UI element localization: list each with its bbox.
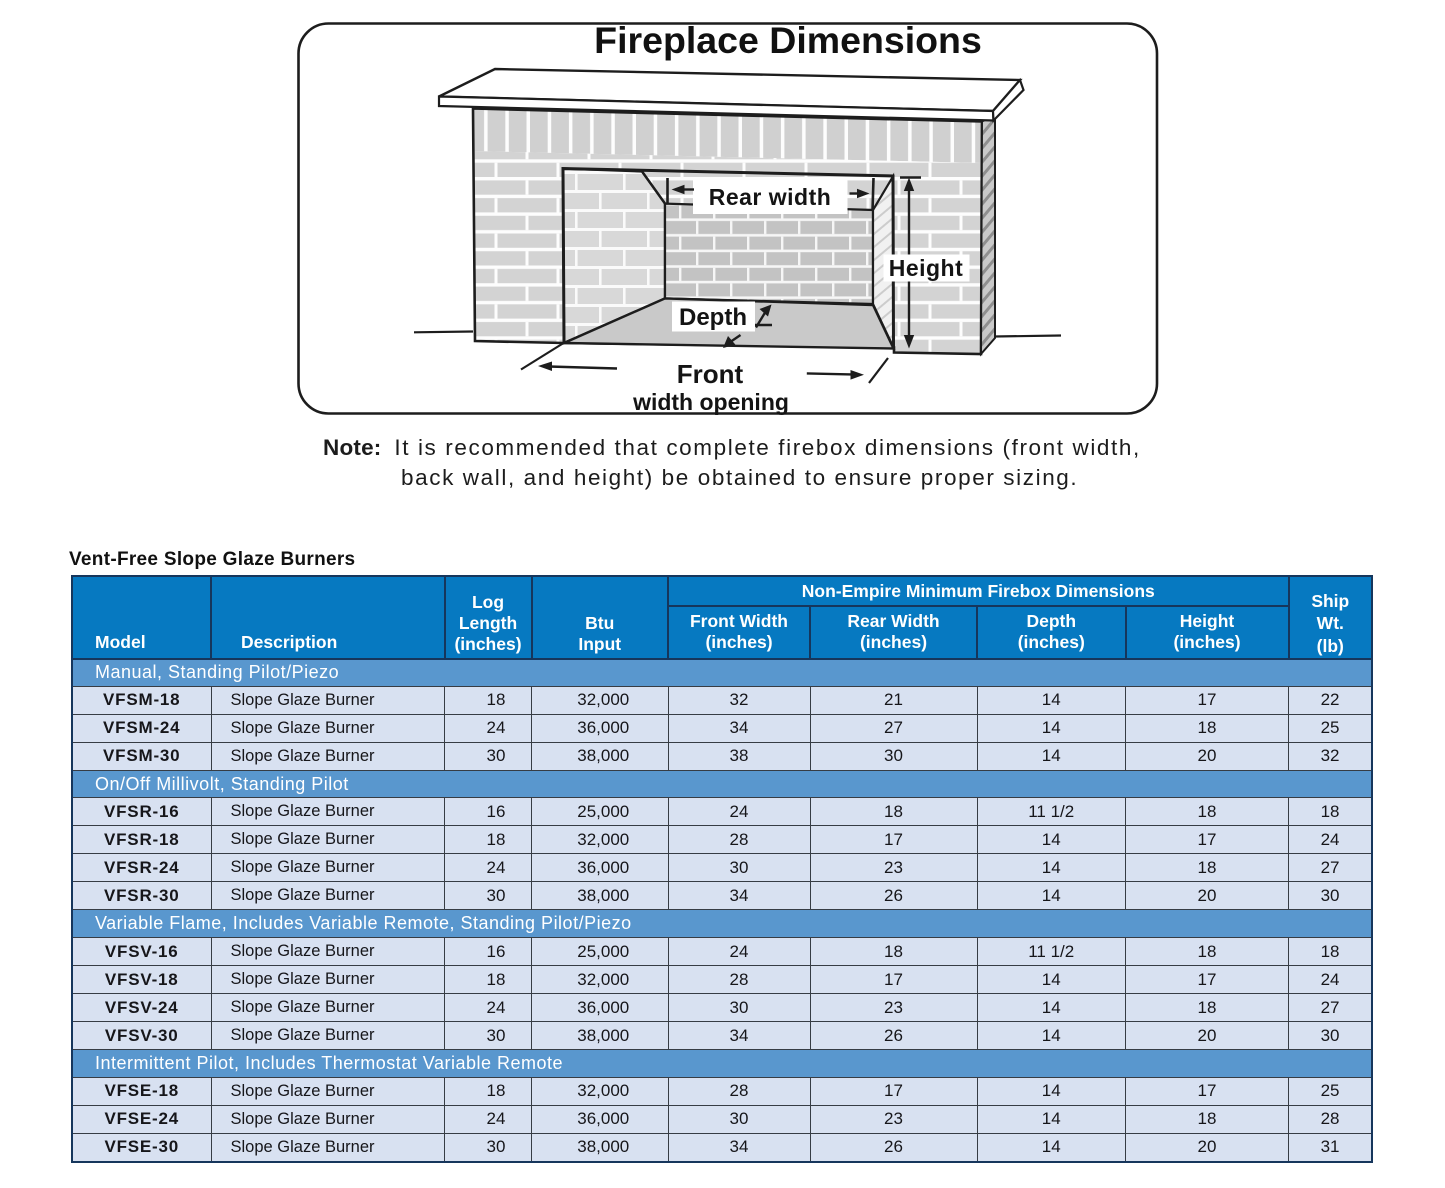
svg-text:Depth: Depth	[679, 304, 747, 331]
svg-text:Height: Height	[889, 255, 964, 281]
svg-text:Rear width: Rear width	[709, 184, 832, 210]
svg-text:width opening: width opening	[632, 389, 789, 415]
svg-text:Front: Front	[677, 359, 744, 389]
svg-text:Fireplace Dimensions: Fireplace Dimensions	[594, 19, 982, 61]
